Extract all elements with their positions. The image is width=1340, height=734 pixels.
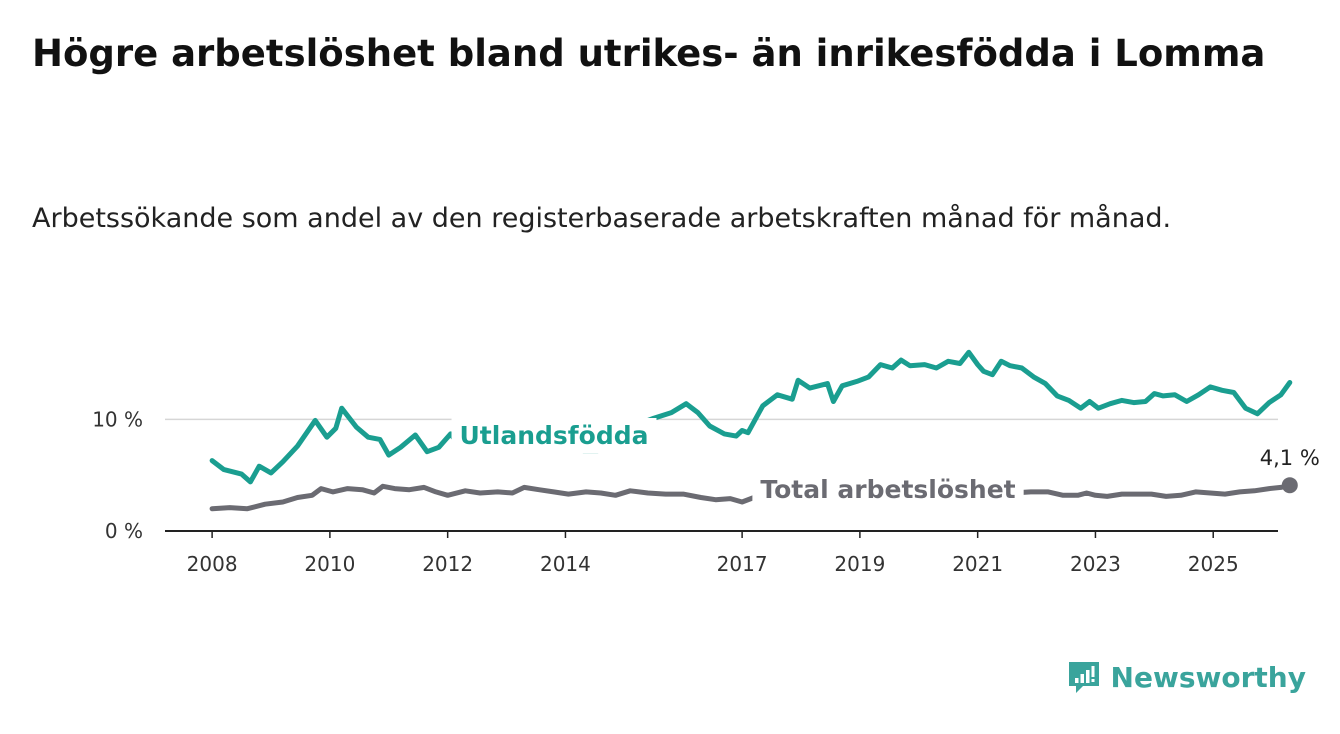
series-label-total: Total arbetslöshet xyxy=(760,475,1015,504)
end-marker xyxy=(1281,477,1298,494)
series-label-bg xyxy=(451,418,657,453)
series-line-utlandsfodda xyxy=(209,349,1293,485)
end-value-label: 4,1 % xyxy=(1260,446,1320,470)
x-tick-label: 2017 xyxy=(717,552,768,576)
x-tick-label: 2021 xyxy=(952,552,1003,576)
brand-name: Newsworthy xyxy=(1110,660,1306,694)
x-tick-label: 2025 xyxy=(1188,552,1239,576)
x-tick-label: 2019 xyxy=(834,552,885,576)
chart-title: Högre arbetslöshet bland utrikes- än inr… xyxy=(32,32,1266,75)
labels: Utlandsfödda Total arbetslöshet 4,1 % xyxy=(451,418,1320,507)
x-tick-label: 2014 xyxy=(540,552,591,576)
x-tick-label: 2008 xyxy=(187,552,238,576)
y-tick-label: 10 % xyxy=(92,407,143,431)
chart-subtitle: Arbetssökande som andel av den registerb… xyxy=(32,203,1172,234)
newsworthy-brand: Newsworthy xyxy=(1067,660,1306,694)
x-tick-label: 2010 xyxy=(304,552,355,576)
x-tick-label: 2012 xyxy=(422,552,473,576)
x-tick-label: 2023 xyxy=(1070,552,1121,576)
series-group xyxy=(209,349,1293,512)
newsworthy-logo-icon xyxy=(1068,662,1099,693)
series-label-utlandsfodda: Utlandsfödda xyxy=(460,421,649,450)
y-tick-label: 0 % xyxy=(105,519,143,543)
x-axis: 0 % 10 % 2008 2010 2012 2014 2017 2019 2021 2023 2… xyxy=(92,407,1278,576)
series-label-bg xyxy=(752,472,1024,507)
series-line-total xyxy=(209,482,1293,512)
